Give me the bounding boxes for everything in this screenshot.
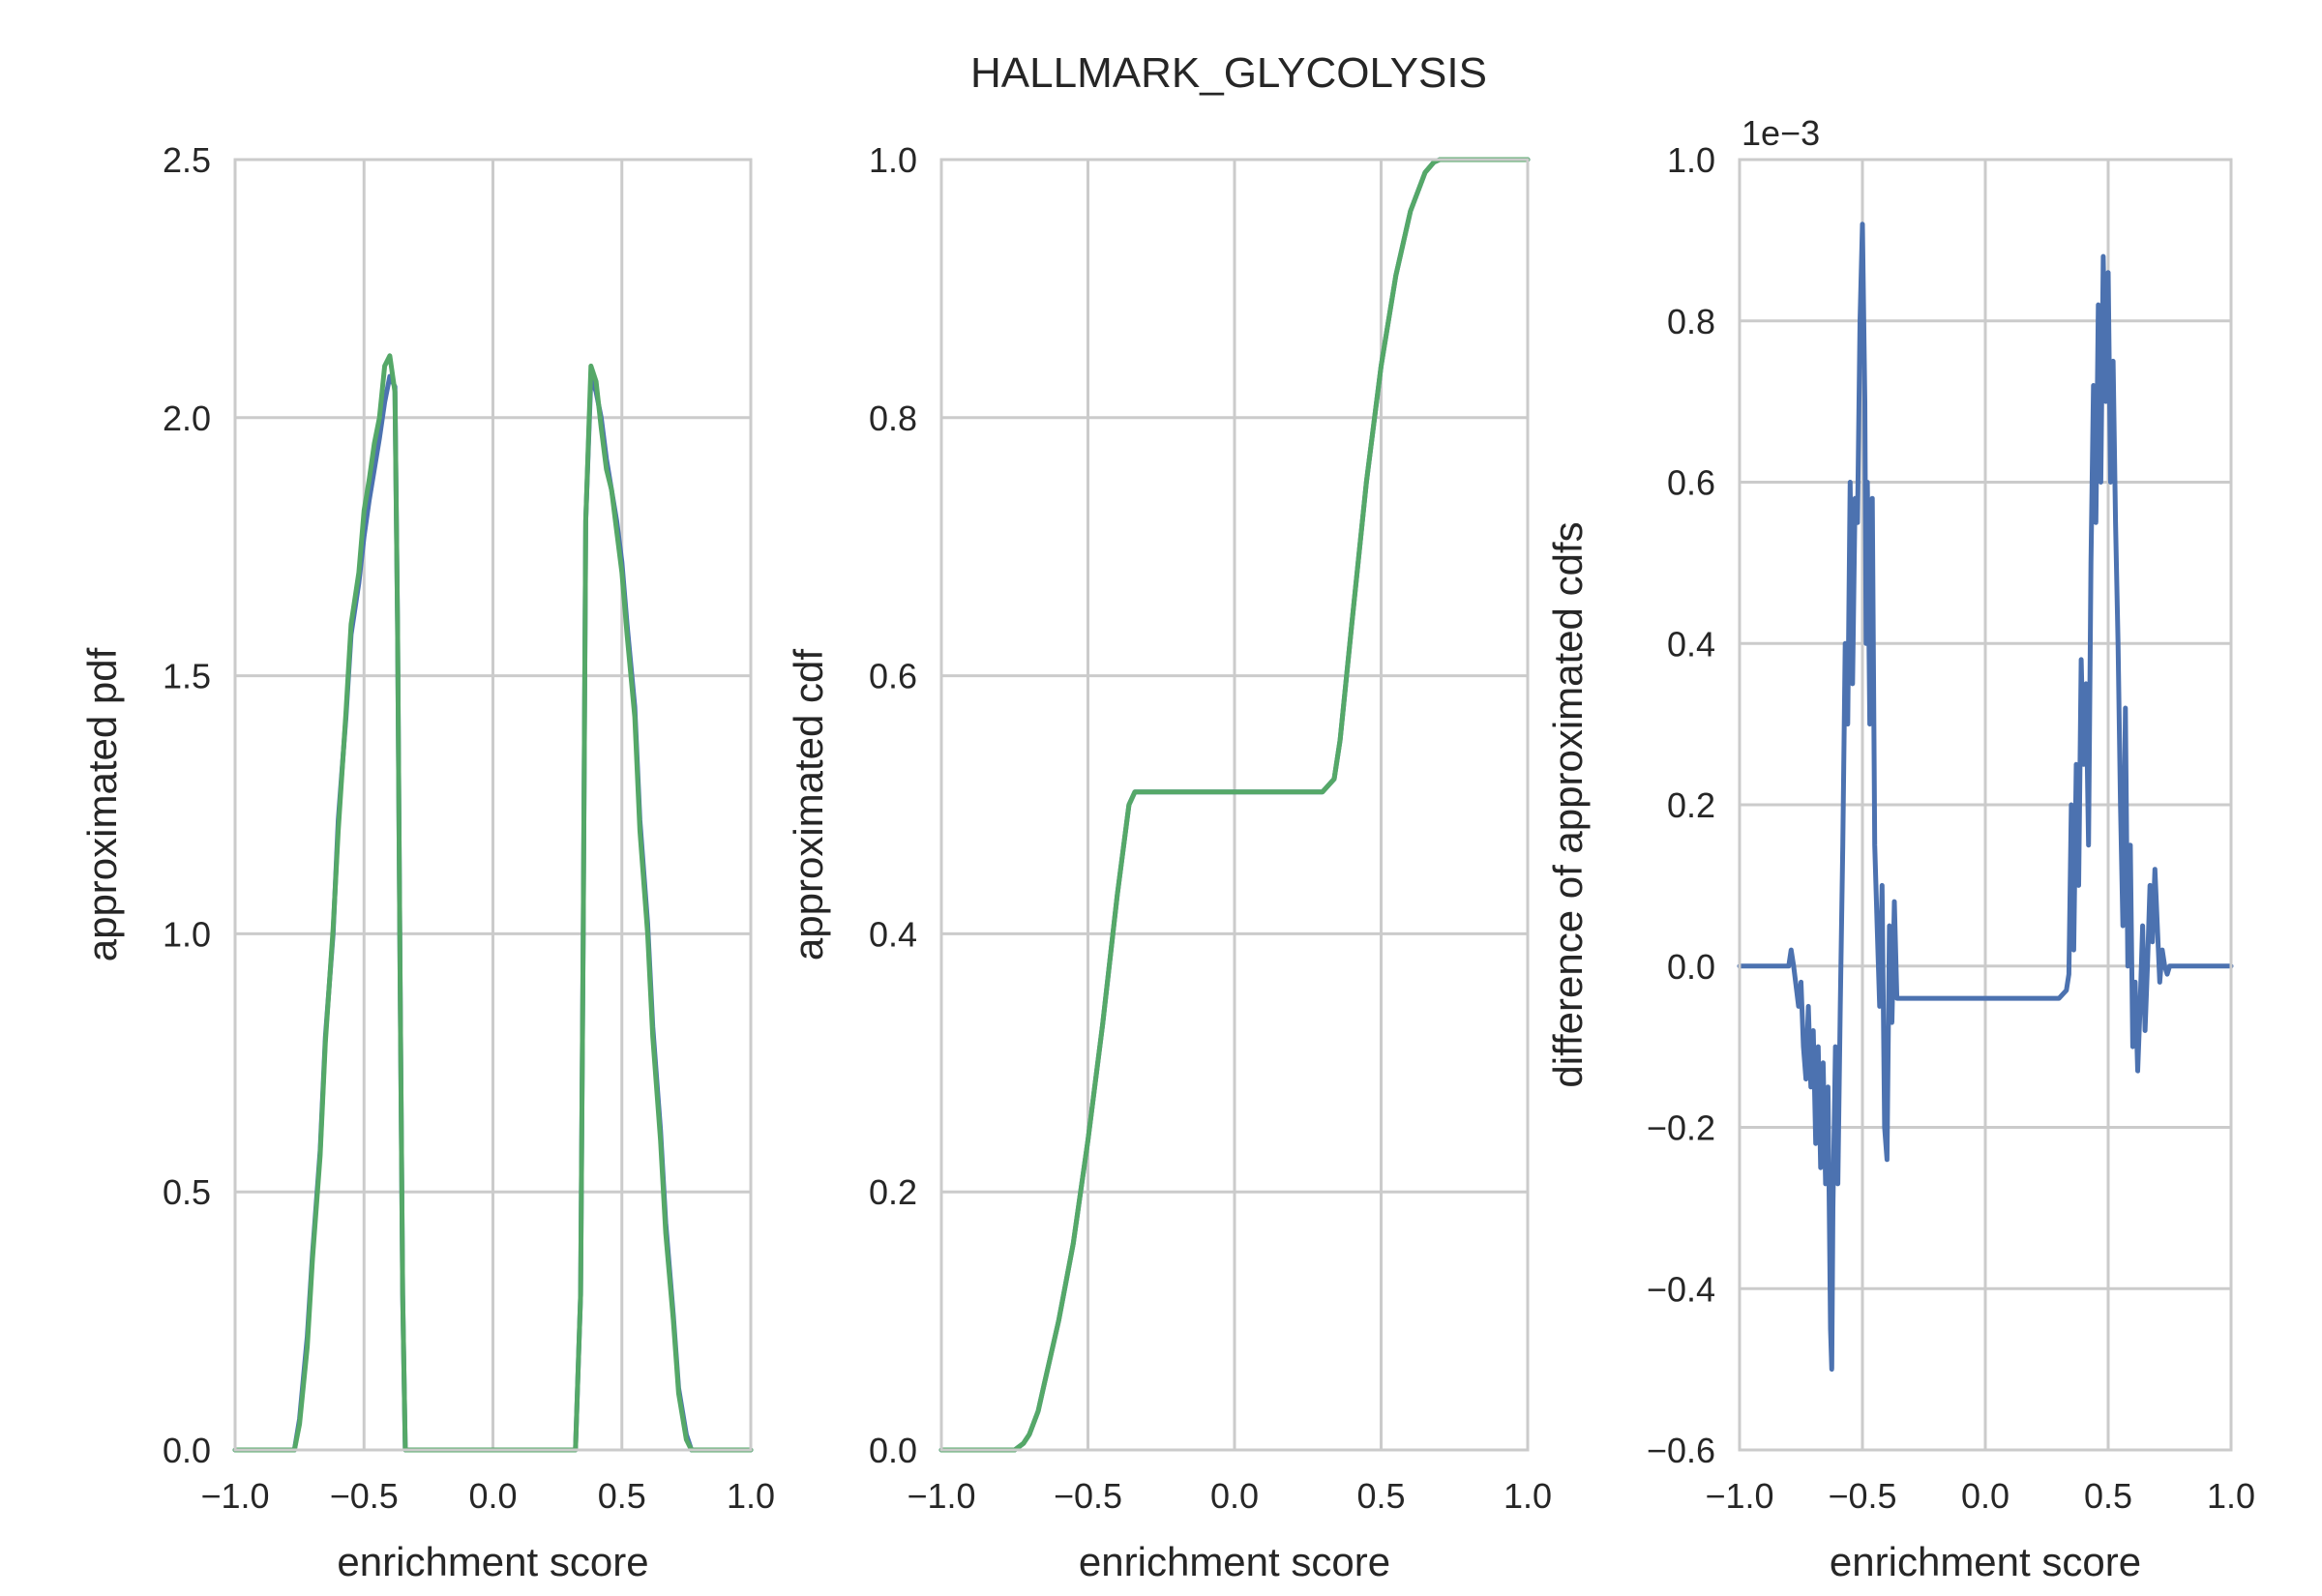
figure-title: HALLMARK_GLYCOLYSIS: [970, 49, 1487, 97]
series-line-1: [1737, 222, 2234, 1373]
axes-frame: [939, 158, 1530, 1452]
y-tick-label: 0.5: [163, 1172, 211, 1212]
x-tick-label: −0.5: [1828, 1476, 1896, 1516]
y-axis-label: difference of approximated cdfs: [1545, 521, 1591, 1087]
x-tick-label: 1.0: [1503, 1476, 1552, 1516]
y-tick-label: −0.6: [1647, 1431, 1715, 1470]
x-axis-label: enrichment score: [1079, 1539, 1390, 1584]
y-axis-label: approximated cdf: [786, 649, 831, 961]
pdf-subplot: −1.0 −0.5 0.0 0.5 1.0 0.0 0.5 1.0 1.5 2.0 2.5 enric…: [79, 140, 775, 1584]
x-tick-label: 0.0: [1961, 1476, 2009, 1516]
y-tick-label: 1.0: [163, 914, 211, 954]
x-tick-label: 0.0: [468, 1476, 517, 1516]
x-axis-label: enrichment score: [1830, 1539, 2141, 1584]
y-tick-label: −0.2: [1647, 1108, 1715, 1148]
x-tick-label: −0.5: [1054, 1476, 1122, 1516]
x-tick-label: −1.0: [200, 1476, 269, 1516]
x-tick-label: 1.0: [727, 1476, 775, 1516]
y-tick-label: 0.8: [869, 399, 917, 438]
y-tick-label: 0.0: [163, 1431, 211, 1470]
cdf-difference-subplot: −1.0 −0.5 0.0 0.5 1.0 −0.6 −0.4 −0.2 0.0 0.2 0.4 0.…: [1545, 113, 2255, 1584]
y-tick-label: 0.6: [1667, 463, 1715, 503]
y-tick-label: 1.0: [1667, 140, 1715, 180]
y-tick-label: 1.5: [163, 657, 211, 696]
y-tick-label: 0.0: [869, 1431, 917, 1470]
x-axis-label: enrichment score: [337, 1539, 648, 1584]
x-tick-label: 0.5: [598, 1476, 646, 1516]
x-tick-label: −1.0: [907, 1476, 975, 1516]
y-tick-label: 0.2: [1667, 785, 1715, 825]
x-tick-label: 1.0: [2207, 1476, 2255, 1516]
y-tick-label: 2.5: [163, 140, 211, 180]
x-tick-label: 0.5: [1356, 1476, 1405, 1516]
y-tick-label: 0.4: [1667, 624, 1715, 664]
axes-frame: [233, 158, 753, 1452]
y-tick-label: 0.8: [1667, 302, 1715, 341]
y-axis-label: approximated pdf: [79, 647, 125, 961]
y-tick-label: 0.6: [869, 657, 917, 696]
y-tick-label: 0.0: [1667, 947, 1715, 987]
y-offset-label: 1e−3: [1742, 113, 1820, 153]
cdf-subplot: −1.0 −0.5 0.0 0.5 1.0 0.0 0.2 0.4 0.6 0.8 1.0 enric…: [786, 140, 1552, 1584]
y-tick-label: 0.2: [869, 1172, 917, 1212]
x-tick-label: 0.5: [2084, 1476, 2132, 1516]
x-tick-label: −1.0: [1705, 1476, 1773, 1516]
x-tick-label: −0.5: [330, 1476, 399, 1516]
axes-frame: [1738, 158, 2233, 1452]
series-line-2: [938, 157, 1531, 1453]
x-tick-label: 0.0: [1210, 1476, 1259, 1516]
y-tick-label: 1.0: [869, 140, 917, 180]
y-tick-label: −0.4: [1647, 1269, 1715, 1309]
y-tick-label: 2.0: [163, 399, 211, 438]
y-tick-label: 0.4: [869, 914, 917, 954]
